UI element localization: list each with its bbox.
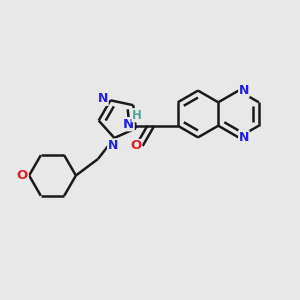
Text: H: H bbox=[132, 109, 142, 122]
Text: N: N bbox=[239, 131, 249, 144]
Text: N: N bbox=[239, 84, 249, 97]
Text: N: N bbox=[108, 139, 118, 152]
Text: O: O bbox=[130, 140, 142, 152]
Text: O: O bbox=[17, 169, 28, 182]
Text: N: N bbox=[123, 118, 134, 131]
Text: N: N bbox=[98, 92, 108, 105]
